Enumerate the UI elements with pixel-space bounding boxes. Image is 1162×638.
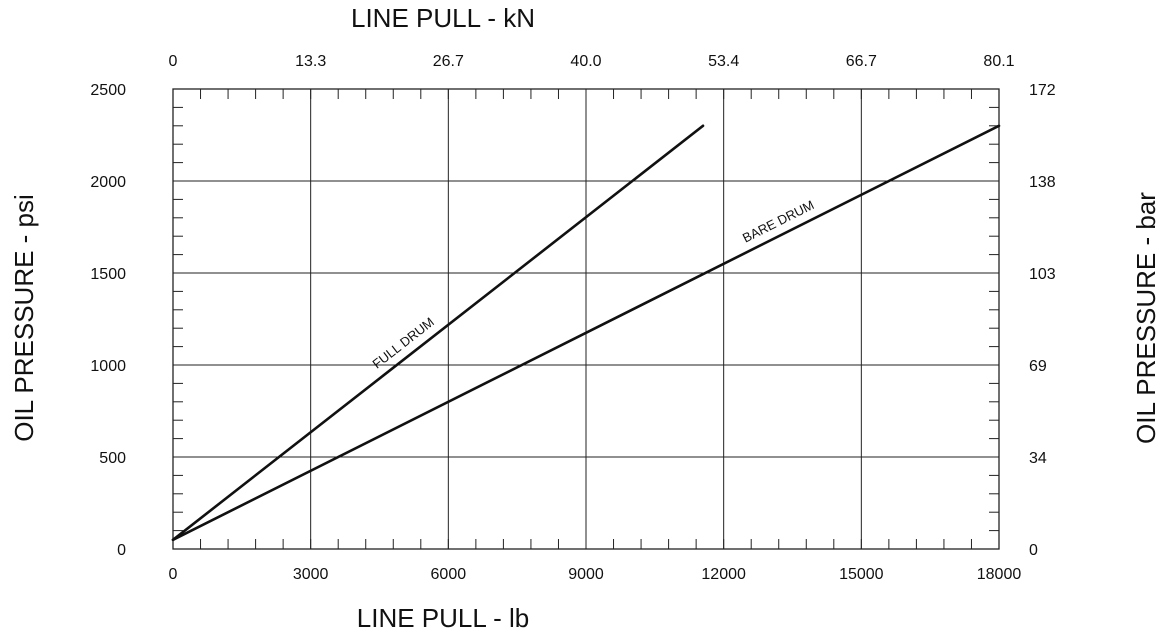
x-axis-title: LINE PULL - lb [357,603,529,633]
x-tick-label: 0 [169,566,178,583]
y-axis-title: OIL PRESSURE - psi [9,194,39,442]
series-label-1: BARE DRUM [740,197,816,245]
x-tick-label: 3000 [293,566,329,583]
x2-tick-label: 26.7 [433,53,464,70]
x-tick-label: 15000 [839,566,884,583]
x2-tick-label: 0 [169,53,178,70]
tick-marks [172,88,1000,550]
x2-tick-label: 40.0 [570,53,601,70]
y2-tick-label: 69 [1029,358,1047,375]
y-tick-label: 0 [117,542,126,559]
x2-tick-label: 66.7 [846,53,877,70]
x-tick-label: 12000 [701,566,746,583]
y2-tick-label: 172 [1029,82,1056,99]
x2-tick-label: 53.4 [708,53,739,70]
x2-tick-label: 80.1 [983,53,1014,70]
y2-tick-label: 138 [1029,174,1056,191]
x2-tick-label: 13.3 [295,53,326,70]
x-tick-label: 9000 [568,566,604,583]
y2-tick-label: 103 [1029,266,1056,283]
series-line-1 [171,124,1001,542]
series-line-0 [171,124,705,542]
y2-tick-label: 0 [1029,542,1038,559]
grid [173,89,999,549]
plot-frame [172,88,1000,550]
y-tick-label: 500 [99,450,126,467]
y2-axis-title: OIL PRESSURE - bar [1131,192,1161,444]
y2-tick-label: 34 [1029,450,1047,467]
y-tick-label: 2000 [90,174,126,191]
x2-axis-title: LINE PULL - kN [351,3,535,33]
x-tick-label: 6000 [431,566,467,583]
x-tick-label: 18000 [977,566,1022,583]
y-tick-label: 1500 [90,266,126,283]
tick-labels: 00300013.3600026.7900040.01200053.415000… [90,53,1055,583]
y-tick-label: 1000 [90,358,126,375]
y-tick-label: 2500 [90,82,126,99]
